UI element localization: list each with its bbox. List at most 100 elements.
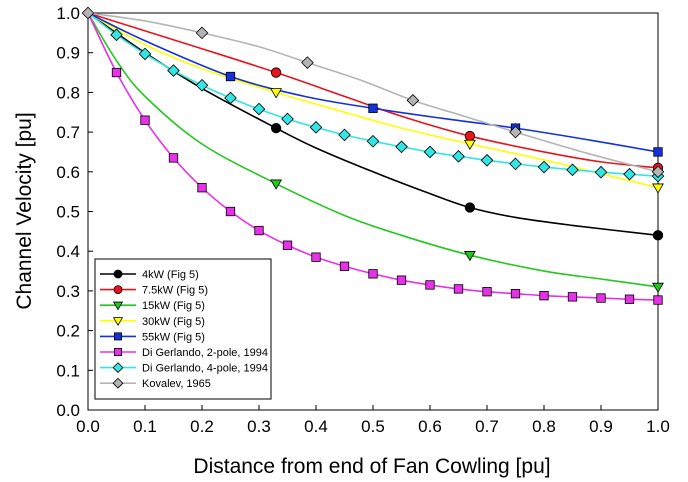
data-point-di-gerlando-4-pole-1994 bbox=[594, 165, 608, 179]
legend-marker-15kw-fig-5 bbox=[112, 301, 124, 311]
data-point-kovalev-1965 bbox=[406, 94, 420, 107]
legend-label-kovalev-1965: Kovalev, 1965 bbox=[142, 378, 211, 390]
data-point-di-gerlando-4-pole-1994 bbox=[452, 150, 465, 163]
x-tick-label: 0.9 bbox=[589, 417, 613, 436]
data-point-di-gerlando-4-pole-1994 bbox=[110, 28, 123, 42]
y-tick-label: 0.0 bbox=[56, 401, 80, 420]
x-axis-label: Distance from end of Fan Cowling [pu] bbox=[193, 455, 550, 478]
y-tick-label: 0.6 bbox=[56, 163, 80, 182]
data-point-di-gerlando-4-pole-1994 bbox=[423, 145, 437, 159]
data-point-4kw-fig-5 bbox=[270, 122, 282, 134]
data-point-55kw-fig-5 bbox=[653, 147, 663, 157]
data-point-di-gerlando-4-pole-1994 bbox=[480, 153, 494, 167]
x-tick-label: 0.2 bbox=[190, 417, 214, 436]
y-tick-label: 0.5 bbox=[56, 203, 80, 222]
x-tick-label: 0.3 bbox=[247, 417, 271, 436]
data-point-4kw-fig-5 bbox=[652, 230, 664, 241]
legend: 4kW (Fig 5) 7.5kW (Fig 5) 15kW (Fig 5) 30kW… bbox=[94, 258, 272, 400]
legend-marker-kovalev-1965 bbox=[112, 377, 124, 389]
data-point-di-gerlando-4-pole-1994 bbox=[167, 64, 180, 77]
data-point-di-gerlando-2-pole-1994 bbox=[482, 287, 492, 297]
y-axis-label: Channel Velocity [pu] bbox=[13, 112, 36, 309]
data-point-15kw-fig-5 bbox=[270, 179, 283, 190]
data-point-kovalev-1965 bbox=[301, 56, 314, 69]
data-point-di-gerlando-2-pole-1994 bbox=[539, 291, 549, 301]
x-tick-label: 0.1 bbox=[133, 417, 157, 436]
legend-marker-4kw-fig-5 bbox=[113, 269, 123, 279]
data-point-kovalev-1965 bbox=[195, 26, 209, 40]
legend-label-di-gerlando-4-pole-1994: Di Gerlando, 4-pole, 1994 bbox=[142, 363, 268, 375]
data-point-15kw-fig-5 bbox=[652, 282, 664, 293]
data-point-di-gerlando-4-pole-1994 bbox=[623, 167, 636, 181]
legend-label-di-gerlando-2-pole-1994: Di Gerlando, 2-pole, 1994 bbox=[142, 347, 268, 359]
y-tick-label: 0.4 bbox=[56, 242, 80, 261]
y-tick-label: 0.7 bbox=[56, 123, 80, 142]
legend-marker-30kw-fig-5 bbox=[112, 317, 124, 327]
data-point-kovalev-1965 bbox=[509, 125, 522, 139]
data-point-di-gerlando-2-pole-1994 bbox=[596, 293, 606, 303]
data-point-di-gerlando-2-pole-1994 bbox=[567, 292, 578, 302]
legend-marker-di-gerlando-4-pole-1994 bbox=[112, 362, 124, 373]
data-point-di-gerlando-4-pole-1994 bbox=[252, 102, 266, 116]
data-point-di-gerlando-4-pole-1994 bbox=[509, 157, 522, 171]
data-point-di-gerlando-4-pole-1994 bbox=[138, 47, 152, 61]
data-point-di-gerlando-4-pole-1994 bbox=[537, 160, 551, 174]
data-point-di-gerlando-4-pole-1994 bbox=[566, 163, 579, 177]
data-point-di-gerlando-2-pole-1994 bbox=[197, 183, 207, 193]
legend-marker-7-5kw-fig-5 bbox=[113, 285, 123, 294]
data-point-di-gerlando-4-pole-1994 bbox=[224, 91, 237, 105]
data-point-di-gerlando-2-pole-1994 bbox=[653, 295, 663, 305]
data-point-di-gerlando-2-pole-1994 bbox=[368, 269, 378, 279]
series-line-30kw-fig-5 bbox=[87, 12, 659, 189]
data-point-di-gerlando-2-pole-1994 bbox=[254, 225, 264, 236]
legend-marker-55kw-fig-5 bbox=[114, 332, 122, 341]
data-point-55kw-fig-5 bbox=[368, 103, 378, 113]
data-point-di-gerlando-2-pole-1994 bbox=[396, 275, 407, 285]
data-point-30kw-fig-5 bbox=[270, 88, 283, 99]
legend-label-55kw-fig-5: 55kW (Fig 5) bbox=[142, 331, 205, 343]
x-tick-label: 0.6 bbox=[418, 417, 442, 436]
data-point-di-gerlando-4-pole-1994 bbox=[366, 134, 380, 148]
data-point-kovalev-1965 bbox=[651, 165, 665, 179]
data-point-7-5kw-fig-5 bbox=[464, 130, 476, 142]
series-line-15kw-fig-5 bbox=[87, 12, 659, 288]
x-tick-label: 0.4 bbox=[304, 417, 328, 436]
x-tick-label: 0.7 bbox=[475, 417, 499, 436]
data-point-di-gerlando-2-pole-1994 bbox=[311, 252, 321, 262]
data-point-7-5kw-fig-5 bbox=[270, 67, 282, 78]
legend-label-15kw-fig-5: 15kW (Fig 5) bbox=[142, 300, 205, 312]
legend-marker-di-gerlando-2-pole-1994 bbox=[114, 348, 122, 356]
data-point-di-gerlando-2-pole-1994 bbox=[140, 115, 150, 125]
data-point-30kw-fig-5 bbox=[652, 183, 664, 194]
y-tick-label: 0.8 bbox=[56, 83, 80, 102]
data-point-di-gerlando-2-pole-1994 bbox=[111, 67, 122, 78]
series-line-kovalev-1965 bbox=[87, 12, 659, 173]
data-point-di-gerlando-4-pole-1994 bbox=[338, 128, 351, 142]
data-point-di-gerlando-4-pole-1994 bbox=[195, 78, 209, 92]
data-point-30kw-fig-5 bbox=[463, 139, 476, 151]
data-point-di-gerlando-2-pole-1994 bbox=[624, 294, 635, 304]
data-point-di-gerlando-2-pole-1994 bbox=[453, 284, 464, 294]
data-point-55kw-fig-5 bbox=[225, 71, 236, 82]
y-tick-label: 1.0 bbox=[56, 4, 80, 23]
x-tick-label: 0.0 bbox=[76, 417, 100, 436]
data-point-di-gerlando-2-pole-1994 bbox=[282, 240, 293, 250]
data-point-di-gerlando-2-pole-1994 bbox=[425, 280, 435, 290]
legend-label-7-5kw-fig-5: 7.5kW (Fig 5) bbox=[142, 285, 208, 297]
y-tick-label: 0.2 bbox=[56, 322, 80, 341]
data-point-origin bbox=[81, 6, 95, 20]
series-curves bbox=[87, 12, 659, 301]
x-tick-label: 1.0 bbox=[646, 417, 670, 436]
y-tick-label: 0.1 bbox=[56, 361, 80, 380]
y-tick-label: 0.9 bbox=[56, 44, 80, 63]
x-tick-label: 0.5 bbox=[361, 417, 385, 436]
y-tick-label: 0.3 bbox=[56, 282, 80, 301]
legend-box bbox=[94, 258, 272, 400]
data-point-di-gerlando-2-pole-1994 bbox=[225, 206, 236, 217]
data-point-di-gerlando-4-pole-1994 bbox=[281, 112, 294, 126]
legend-label-4kw-fig-5: 4kW (Fig 5) bbox=[142, 269, 199, 281]
axis-ticks: 0.0 0.1 0.2 0.3 0.4 0.5 0.6 0.7 0.8 0.9 1.0 0.0 0.1 0… bbox=[56, 4, 669, 436]
data-point-4kw-fig-5 bbox=[464, 202, 476, 213]
data-point-di-gerlando-2-pole-1994 bbox=[168, 153, 179, 163]
